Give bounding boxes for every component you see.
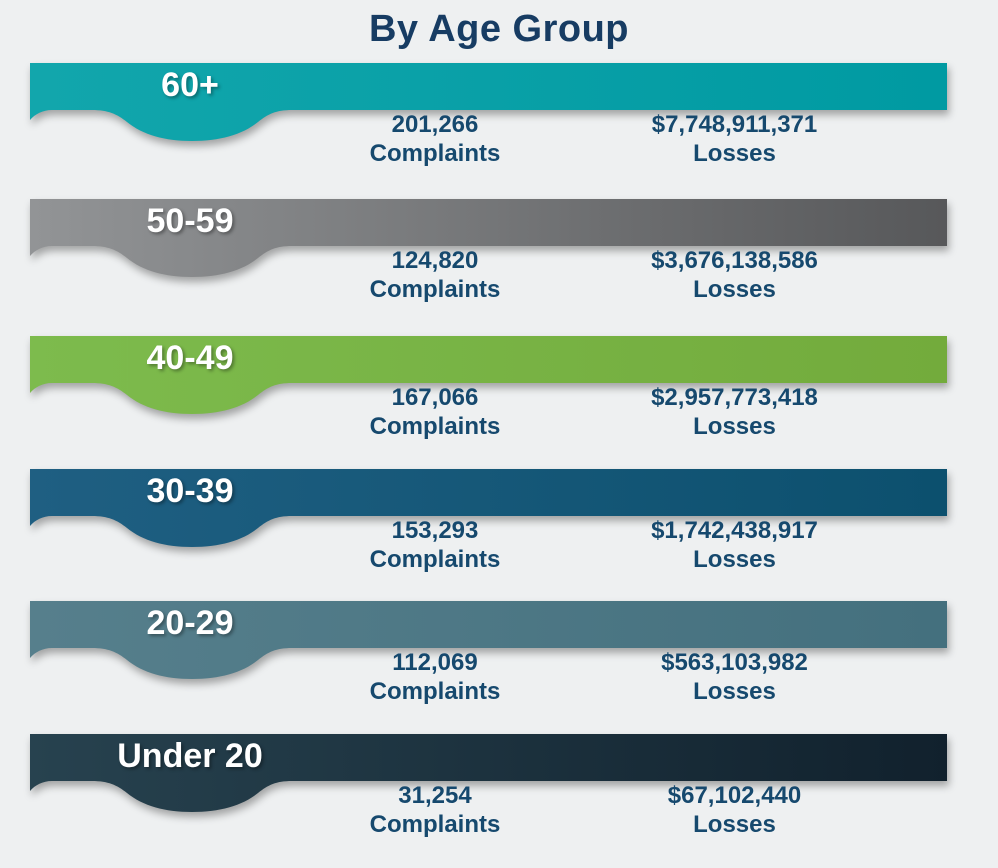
age-group-row: 30-39 153,293 Complaints $1,742,438,917 … [0, 468, 998, 602]
age-group-label: 40-49 [146, 339, 234, 377]
ribbon-banner [30, 469, 947, 547]
losses-label: Losses [693, 678, 776, 705]
ribbon-shape [30, 734, 947, 812]
complaints-label: Complaints [369, 678, 501, 705]
age-group-row: 20-29 112,069 Complaints $563,103,982 Lo… [0, 600, 998, 734]
losses-value: $563,103,982 [661, 649, 808, 676]
losses-label: Losses [693, 413, 776, 440]
ribbon-banner [30, 63, 947, 141]
complaints-stat: 112,069 Complaints [310, 648, 560, 706]
complaints-label: Complaints [369, 140, 501, 167]
losses-value: $1,742,438,917 [651, 517, 818, 544]
ribbon-shape [30, 601, 947, 679]
losses-label: Losses [693, 546, 776, 573]
age-group-row: 50-59 124,820 Complaints $3,676,138,586 … [0, 198, 998, 332]
complaints-stat: 31,254 Complaints [310, 781, 560, 839]
ribbon-shape [30, 469, 947, 547]
ribbon-banner [30, 601, 947, 679]
losses-label: Losses [693, 811, 776, 838]
losses-value: $7,748,911,371 [651, 111, 818, 138]
age-group-label: 20-29 [146, 604, 234, 642]
complaints-stat: 124,820 Complaints [310, 246, 560, 304]
age-group-row: 40-49 167,066 Complaints $2,957,773,418 … [0, 335, 998, 469]
ribbon-shape [30, 199, 947, 277]
complaints-stat: 167,066 Complaints [310, 383, 560, 441]
complaints-stat: 201,266 Complaints [310, 110, 560, 168]
ribbon-banner [30, 199, 947, 277]
complaints-stat: 153,293 Complaints [310, 516, 560, 574]
losses-stat: $563,103,982 Losses [592, 648, 877, 706]
complaints-value: 112,069 [392, 649, 478, 676]
ribbon-banner [30, 336, 947, 414]
losses-value: $3,676,138,586 [651, 247, 818, 274]
ribbon-shape [30, 336, 947, 414]
complaints-label: Complaints [369, 413, 501, 440]
complaints-value: 31,254 [398, 782, 472, 809]
age-group-label: 30-39 [146, 472, 234, 510]
losses-stat: $67,102,440 Losses [592, 781, 877, 839]
losses-stat: $7,748,911,371 Losses [592, 110, 877, 168]
complaints-label: Complaints [369, 811, 501, 838]
complaints-label: Complaints [369, 276, 501, 303]
age-group-row: 60+ 201,266 Complaints $7,748,911,371 Lo… [0, 62, 998, 196]
complaints-value: 167,066 [391, 384, 479, 411]
ribbon-banner [30, 734, 947, 812]
page-title: By Age Group [368, 8, 630, 50]
complaints-value: 201,266 [391, 111, 479, 138]
losses-stat: $3,676,138,586 Losses [592, 246, 877, 304]
losses-value: $2,957,773,418 [651, 384, 818, 411]
age-group-label: 60+ [161, 66, 219, 104]
losses-stat: $2,957,773,418 Losses [592, 383, 877, 441]
age-group-label: 50-59 [146, 202, 234, 240]
losses-value: $67,102,440 [667, 782, 802, 809]
ribbon-shape [30, 63, 947, 141]
losses-label: Losses [693, 140, 776, 167]
losses-label: Losses [693, 276, 776, 303]
complaints-label: Complaints [369, 546, 501, 573]
age-group-row: Under 20 31,254 Complaints $67,102,440 L… [0, 733, 998, 867]
losses-stat: $1,742,438,917 Losses [592, 516, 877, 574]
age-group-label: Under 20 [117, 737, 263, 775]
complaints-value: 124,820 [391, 247, 479, 274]
complaints-value: 153,293 [391, 517, 479, 544]
